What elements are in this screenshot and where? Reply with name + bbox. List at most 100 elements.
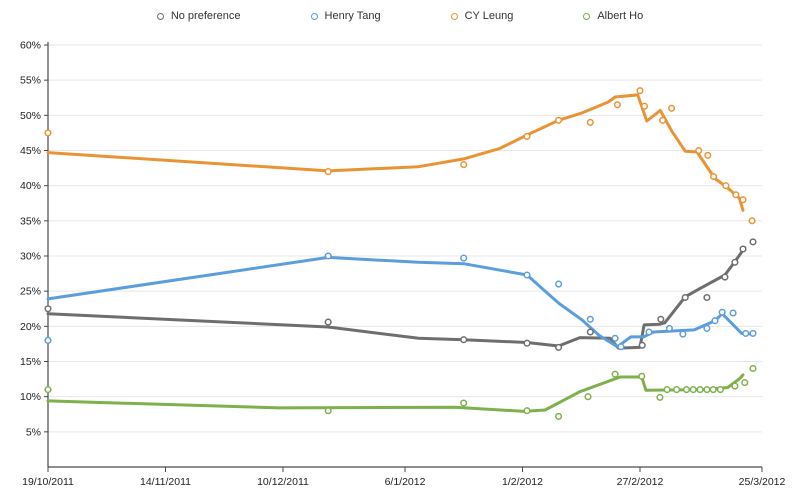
- data-point-cy-leung: [613, 101, 621, 109]
- data-point-cy-leung: [523, 132, 531, 140]
- data-point-cy-leung: [739, 196, 747, 204]
- data-point-albert-ho: [638, 372, 646, 380]
- data-point-albert-ho: [703, 386, 711, 394]
- y-tick-label: 40%: [20, 180, 41, 192]
- data-point-no-preference: [657, 315, 665, 323]
- trend-line-cy-leung: [46, 93, 745, 212]
- data-point-no-preference: [586, 328, 594, 336]
- data-point-henry-tang: [586, 315, 594, 323]
- data-point-cy-leung: [586, 118, 594, 126]
- data-point-albert-ho: [689, 386, 697, 394]
- data-point-albert-ho: [673, 386, 681, 394]
- data-point-henry-tang: [645, 328, 653, 336]
- data-point-no-preference: [703, 293, 711, 302]
- data-point-cy-leung: [324, 168, 332, 176]
- data-point-henry-tang: [718, 308, 726, 316]
- data-point-albert-ho: [523, 407, 531, 415]
- data-point-no-preference: [555, 343, 563, 351]
- y-tick-label: 60%: [20, 40, 41, 52]
- data-point-albert-ho: [584, 393, 592, 401]
- data-point-cy-leung: [732, 191, 740, 199]
- x-tick-label: 10/12/2011: [257, 476, 309, 488]
- legend-marker-icon: [450, 12, 458, 20]
- data-point-henry-tang: [44, 336, 52, 344]
- data-point-albert-ho: [741, 379, 749, 387]
- data-point-no-preference: [739, 245, 747, 253]
- x-tick-label: 14/11/2011: [140, 476, 191, 488]
- data-point-henry-tang: [729, 309, 737, 317]
- data-point-henry-tang: [711, 317, 719, 325]
- data-point-albert-ho: [731, 382, 739, 390]
- legend-item-cy-leung: CY Leung: [450, 10, 513, 22]
- legend-marker-icon: [310, 12, 318, 20]
- data-point-albert-ho: [656, 393, 664, 401]
- data-point-cy-leung: [668, 104, 676, 112]
- y-tick-label: 20%: [20, 321, 41, 333]
- y-tick-label: 45%: [20, 145, 41, 157]
- data-point-henry-tang: [679, 330, 687, 338]
- legend-item-albert-ho: Albert Ho: [583, 10, 643, 22]
- data-point-albert-ho: [696, 386, 704, 394]
- y-tick-label: 50%: [20, 110, 41, 122]
- data-point-henry-tang: [703, 324, 711, 332]
- y-tick-label: 25%: [20, 286, 41, 298]
- data-point-henry-tang: [749, 329, 757, 337]
- data-point-cy-leung: [636, 87, 644, 95]
- y-tick-label: 55%: [20, 75, 41, 87]
- data-point-henry-tang: [617, 343, 625, 351]
- data-point-albert-ho: [611, 370, 619, 378]
- data-point-cy-leung: [460, 161, 468, 169]
- data-point-henry-tang: [324, 252, 332, 260]
- x-tick-label: 19/10/2011: [22, 476, 74, 488]
- data-point-cy-leung: [704, 151, 712, 159]
- data-point-albert-ho: [663, 386, 671, 394]
- legend-marker-icon: [156, 12, 164, 20]
- data-point-henry-tang: [460, 254, 468, 262]
- data-point-albert-ho: [460, 399, 468, 407]
- legend-marker-icon: [583, 12, 591, 20]
- legend-item-no-preference: No preference: [156, 10, 241, 22]
- data-point-cy-leung: [710, 172, 718, 181]
- data-point-albert-ho: [324, 407, 332, 415]
- data-point-no-preference: [681, 293, 689, 302]
- trend-line-albert-ho: [46, 373, 745, 413]
- data-point-henry-tang: [665, 324, 673, 332]
- legend-label: Henry Tang: [324, 10, 381, 22]
- data-point-cy-leung: [555, 116, 563, 124]
- x-tick-label: 6/1/2012: [385, 476, 426, 488]
- legend-label: No preference: [170, 10, 241, 22]
- data-point-no-preference: [638, 341, 646, 349]
- data-point-albert-ho: [716, 386, 724, 394]
- data-point-cy-leung: [44, 129, 52, 137]
- legend: No preference Henry Tang CY Leung Albert Ho: [0, 10, 800, 22]
- x-tick-label: 25/3/2012: [739, 476, 786, 488]
- data-point-henry-tang: [611, 334, 619, 342]
- y-tick-label: 15%: [20, 356, 41, 368]
- y-tick-label: 5%: [26, 426, 41, 438]
- y-tick-label: 35%: [20, 215, 41, 227]
- data-point-henry-tang: [742, 329, 750, 337]
- data-point-henry-tang: [523, 271, 531, 279]
- data-point-henry-tang: [555, 280, 563, 288]
- y-tick-label: 30%: [20, 251, 41, 263]
- data-point-cy-leung: [722, 182, 730, 190]
- data-point-no-preference: [460, 336, 468, 344]
- data-point-cy-leung: [640, 102, 649, 110]
- legend-label: Albert Ho: [597, 10, 644, 22]
- x-tick-label: 1/2/2012: [502, 476, 543, 488]
- data-point-no-preference: [749, 238, 757, 246]
- data-point-albert-ho: [682, 386, 691, 394]
- data-point-cy-leung: [695, 146, 703, 155]
- x-tick-label: 27/2/2012: [617, 476, 664, 488]
- data-point-no-preference: [731, 258, 739, 266]
- data-point-no-preference: [44, 305, 52, 313]
- data-point-albert-ho: [749, 364, 757, 373]
- data-point-no-preference: [324, 318, 332, 326]
- data-point-albert-ho: [709, 386, 717, 394]
- trend-line-no-preference: [46, 246, 747, 350]
- data-point-cy-leung: [659, 116, 667, 124]
- legend-item-henry-tang: Henry Tang: [310, 10, 381, 22]
- data-point-no-preference: [721, 273, 729, 281]
